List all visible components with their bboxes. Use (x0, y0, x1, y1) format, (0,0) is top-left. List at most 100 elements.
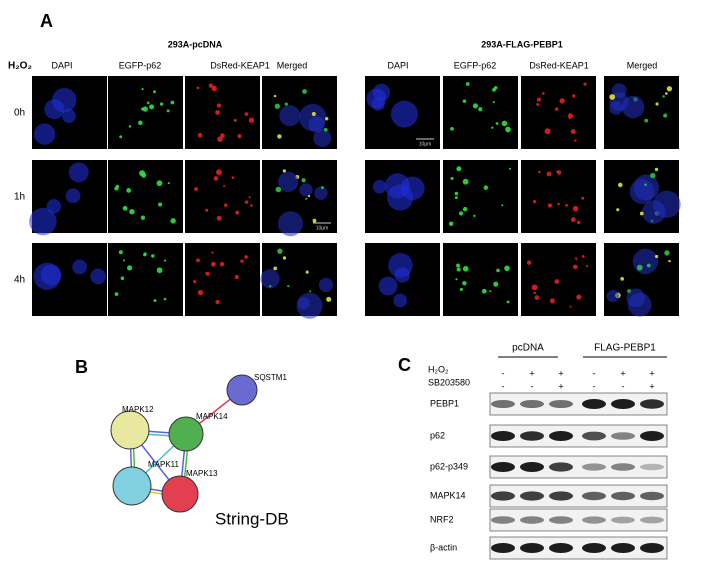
cell-signal (572, 94, 576, 98)
treatment-sign: + (558, 368, 563, 378)
panel-label: A (40, 11, 53, 31)
treatment-sign: + (529, 368, 534, 378)
micrograph (521, 76, 596, 149)
cell-signal (216, 103, 222, 108)
blot-band (582, 431, 606, 441)
cell-signal (644, 183, 647, 186)
protein-label: β-actin (430, 542, 457, 552)
blot-band (611, 432, 635, 440)
cell-signal (149, 104, 155, 110)
cell-signal (308, 116, 325, 133)
cell-signal (269, 285, 272, 288)
micrograph (185, 160, 260, 233)
cell-signal (666, 86, 673, 92)
micrograph (185, 243, 260, 316)
cell-signal (237, 134, 242, 139)
cell-signal (574, 139, 577, 142)
cell-signal (163, 297, 167, 301)
cell-signal (287, 284, 290, 288)
blot-band (611, 543, 635, 553)
cell-signal (662, 95, 665, 98)
cell-signal (320, 186, 324, 190)
cell-signal (260, 269, 280, 289)
cell-signal (302, 89, 307, 94)
cell-signal (301, 178, 306, 183)
cell-signal (297, 296, 310, 310)
cell-signal (531, 284, 538, 291)
cell-signal (90, 268, 107, 285)
cell-signal (279, 105, 301, 127)
cell-signal (244, 112, 249, 116)
group-title: 293A-FLAG-PEBP1 (481, 39, 563, 49)
cell-signal (609, 100, 623, 115)
blot-band (549, 491, 573, 501)
blot-band (611, 463, 635, 471)
cell-signal (654, 167, 659, 172)
blot-strip (489, 484, 668, 508)
cell-signal (508, 167, 511, 170)
blot-band (520, 400, 544, 408)
channel-label: DsRed-KEAP1 (529, 60, 589, 70)
cell-signal (565, 203, 568, 207)
treatment-sign: + (620, 368, 625, 378)
blot-band (611, 516, 635, 524)
cell-signal (454, 196, 458, 200)
cell-signal (194, 187, 198, 191)
cell-signal (140, 215, 146, 220)
cell-signal (462, 99, 467, 103)
cell-signal (621, 95, 645, 119)
cell-signal (478, 107, 483, 112)
cell-signal (542, 92, 545, 95)
cell-signal (120, 276, 125, 281)
blot-band (491, 400, 515, 408)
cell-signal (223, 203, 228, 207)
timepoint-label: 1h (14, 192, 25, 203)
cell-signal (655, 102, 659, 106)
network-node (110, 410, 150, 450)
node-label: MAPK11 (148, 460, 180, 469)
cell-signal (454, 191, 459, 196)
blot-band (582, 543, 606, 553)
cell-signal (114, 186, 119, 191)
scale-bar-label: 10μm (419, 141, 432, 147)
blot-band (640, 431, 664, 441)
treatment-sign: + (649, 368, 654, 378)
treatment-sign: + (558, 381, 563, 391)
node-label: MAPK13 (186, 469, 218, 478)
blot-band (582, 463, 606, 471)
cell-signal (216, 169, 222, 176)
cell-signal (156, 180, 163, 187)
cell-signal (29, 207, 57, 236)
cell-signal (372, 83, 391, 102)
cell-signal (557, 202, 560, 206)
timepoint-label: 4h (14, 275, 25, 286)
cell-signal (532, 199, 537, 204)
cell-signal (472, 103, 479, 109)
micrograph (443, 243, 518, 316)
cell-signal (244, 200, 249, 204)
treatment-label: H₂O₂ (428, 364, 449, 374)
cell-signal (114, 292, 119, 297)
cell-signal (326, 296, 332, 302)
timepoint-label: 0h (14, 108, 25, 119)
cell-signal (641, 200, 666, 224)
cell-signal (536, 97, 541, 102)
cell-signal (559, 98, 565, 104)
cell-signal (284, 102, 288, 106)
blot-band (582, 491, 606, 501)
group-label: FLAG-PEBP1 (594, 343, 656, 354)
cell-signal (450, 176, 454, 181)
cell-signal (554, 107, 559, 111)
panel-label: B (75, 357, 88, 377)
cell-signal (493, 281, 499, 287)
cell-signal (378, 276, 398, 296)
treatment-sign: + (649, 381, 654, 391)
cell-signal (616, 208, 620, 212)
channel-label: Merged (277, 60, 308, 70)
cell-signal (568, 116, 571, 119)
cell-signal (233, 118, 237, 122)
cell-signal (282, 169, 287, 173)
cell-signal (309, 290, 312, 293)
cell-signal (277, 248, 283, 254)
